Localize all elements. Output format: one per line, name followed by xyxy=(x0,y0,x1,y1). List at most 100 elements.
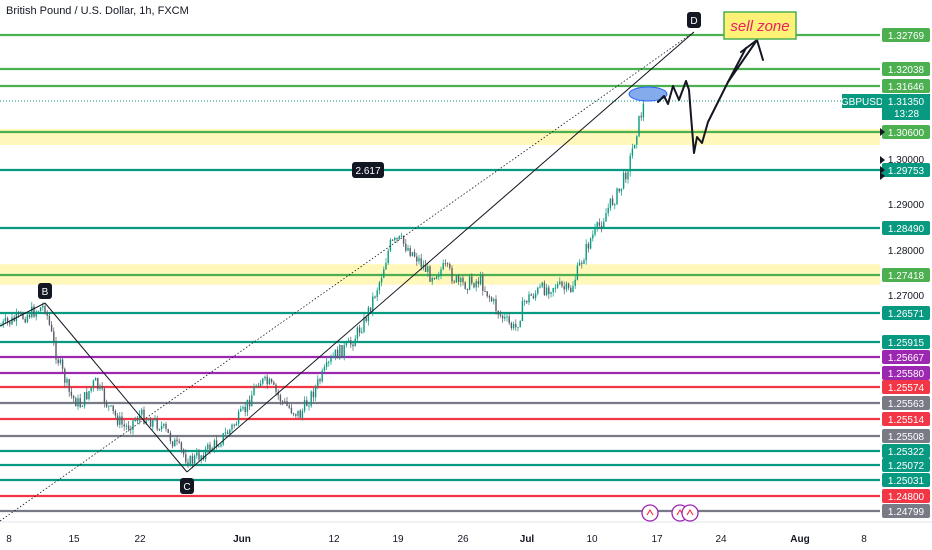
level-price-box xyxy=(882,335,930,349)
time-tick-label: Jul xyxy=(520,534,535,545)
candle-body xyxy=(160,425,163,430)
candle-body xyxy=(59,359,62,364)
candle-body xyxy=(92,380,95,388)
candle-body xyxy=(136,419,139,421)
level-price-label: 1.25031 xyxy=(888,476,925,487)
candle-body xyxy=(433,277,436,279)
candle-body xyxy=(512,324,515,329)
candle-body xyxy=(455,275,458,283)
candle-body xyxy=(563,286,565,290)
pattern-point-label: C xyxy=(183,482,190,493)
candle-body xyxy=(279,395,282,402)
candle-body xyxy=(105,402,108,407)
candle-body xyxy=(61,359,64,369)
event-markers[interactable] xyxy=(641,504,699,522)
time-tick-label: 26 xyxy=(457,534,469,545)
level-price-label: 1.25580 xyxy=(888,369,925,380)
candle-body xyxy=(495,299,497,311)
candle-body xyxy=(596,222,598,228)
economic-event-icon[interactable] xyxy=(681,504,699,522)
candle-body xyxy=(224,432,227,434)
candle-body xyxy=(633,144,636,149)
candle-body xyxy=(90,387,92,392)
candle-body xyxy=(66,379,68,383)
candle-body xyxy=(541,282,543,287)
level-price-label: 1.25563 xyxy=(888,399,925,410)
scale-marker xyxy=(880,156,885,164)
candle-body xyxy=(220,444,222,447)
price-tick-label: 1.27000 xyxy=(888,291,925,302)
candle-body xyxy=(264,376,266,379)
candle-body xyxy=(158,429,161,431)
candle-body xyxy=(4,317,7,322)
candle-body xyxy=(605,213,607,222)
candle-body xyxy=(77,398,79,407)
candle-body xyxy=(374,296,376,298)
level-price-box xyxy=(882,306,930,320)
candle-body xyxy=(233,424,235,426)
candle-body xyxy=(396,237,398,240)
candle-body xyxy=(152,419,154,427)
level-price-label: 1.25915 xyxy=(888,338,925,349)
candle-body xyxy=(207,444,209,449)
candle-body xyxy=(376,290,378,297)
candle-body xyxy=(352,344,354,347)
candle-body xyxy=(116,415,119,425)
candle-body xyxy=(145,420,147,424)
candle-body xyxy=(385,263,387,270)
candle-body xyxy=(636,136,638,145)
economic-event-icon[interactable] xyxy=(641,504,659,522)
candle-body xyxy=(295,413,297,416)
pattern-leg-cd xyxy=(186,31,695,473)
candlesticks xyxy=(0,99,645,469)
candle-body xyxy=(101,385,103,389)
time-tick-label: Aug xyxy=(790,534,809,545)
candle-body xyxy=(400,235,403,237)
candle-body xyxy=(515,324,517,328)
candle-body xyxy=(163,423,165,426)
candle-body xyxy=(154,418,156,420)
candle-body xyxy=(22,313,24,319)
candle-body xyxy=(530,294,532,296)
candle-body xyxy=(473,283,475,288)
candle-body xyxy=(365,317,367,321)
candle-body xyxy=(594,227,596,235)
candle-body xyxy=(484,290,486,292)
candle-body xyxy=(548,287,550,294)
target-ellipse xyxy=(628,86,668,102)
candle-body xyxy=(638,115,640,137)
candle-body xyxy=(328,361,330,363)
candle-body xyxy=(134,419,136,421)
candle-body xyxy=(550,292,552,294)
candle-body xyxy=(200,455,202,460)
price-scale[interactable]: 1.32769 1.32038 1.31646 1.30600 1.29753 1.284… xyxy=(841,28,930,518)
candle-body xyxy=(9,321,11,325)
candle-body xyxy=(169,432,172,442)
candle-body xyxy=(501,315,504,319)
candle-body xyxy=(526,300,528,303)
time-scale[interactable]: 8 15 22 Jun 12 19 26 Jul 10 17 24 Aug 8 xyxy=(0,521,932,550)
candle-body xyxy=(277,391,279,396)
candle-body xyxy=(616,188,618,205)
candle-body xyxy=(620,188,623,192)
level-price-box xyxy=(882,444,930,458)
candle-body xyxy=(156,418,158,430)
candle-body xyxy=(193,455,196,464)
candle-body xyxy=(486,291,488,297)
candle-body xyxy=(108,405,110,407)
candle-body xyxy=(411,252,414,256)
pattern-point-badge xyxy=(180,478,194,494)
candle-body xyxy=(215,440,218,447)
candle-body xyxy=(44,305,46,313)
current-price-box xyxy=(882,94,930,120)
candle-body xyxy=(259,383,262,387)
candle-body xyxy=(363,317,365,332)
sell-zone-box xyxy=(723,11,797,40)
candle-body xyxy=(482,275,484,291)
candle-body xyxy=(79,398,81,407)
candle-body xyxy=(466,288,469,290)
candle-body xyxy=(336,349,339,359)
candle-body xyxy=(97,378,99,389)
bar-countdown: 13:28 xyxy=(894,109,919,120)
